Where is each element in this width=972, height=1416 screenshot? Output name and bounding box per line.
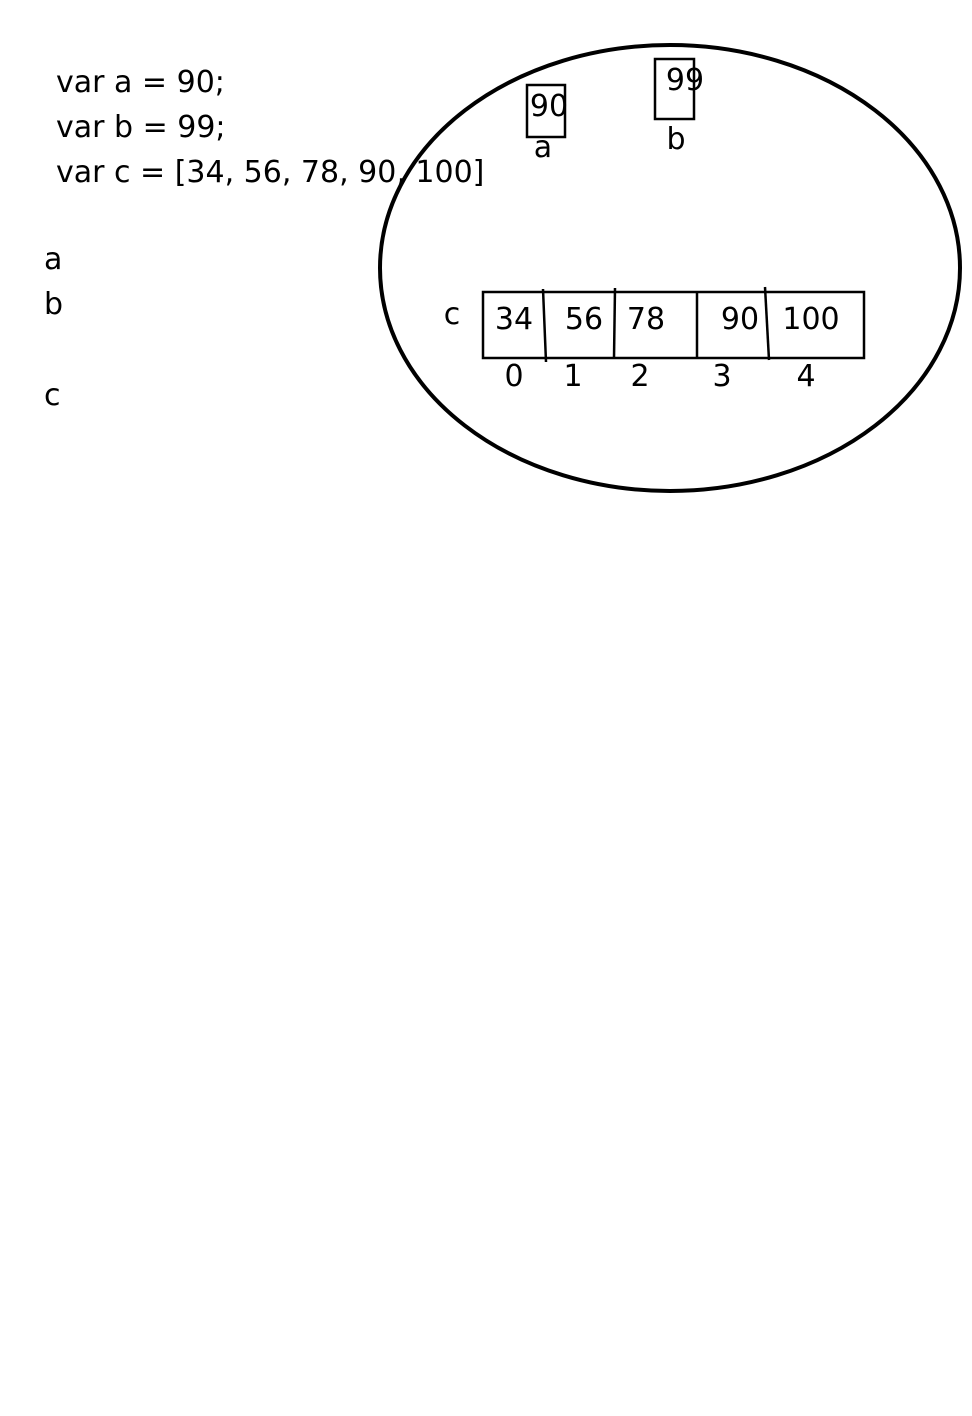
code-line-var-b: var b = 99; bbox=[56, 110, 226, 145]
array-divider-4 bbox=[763, 286, 771, 361]
side-label-b: b bbox=[44, 287, 64, 322]
array-c-label: c bbox=[444, 297, 461, 332]
var-b-value: 99 bbox=[666, 63, 704, 98]
array-index-1: 1 bbox=[563, 359, 582, 394]
var-a-value: 90 bbox=[530, 89, 568, 124]
array-divider-1 bbox=[541, 288, 548, 363]
array-value-3: 90 bbox=[721, 302, 759, 337]
var-a-box bbox=[525, 83, 567, 139]
var-b-name: b bbox=[666, 122, 685, 157]
array-index-4: 4 bbox=[796, 359, 815, 394]
code-line-var-c: var c = [34, 56, 78, 90, 100] bbox=[56, 155, 485, 190]
side-label-c: c bbox=[44, 378, 61, 413]
memory-diagram: 90 a 99 b c 34 56 78 90 100 0 1 2 3 4 bbox=[378, 43, 962, 493]
side-label-a: a bbox=[44, 242, 63, 277]
array-index-0: 0 bbox=[504, 359, 523, 394]
array-value-1: 56 bbox=[565, 302, 603, 337]
array-index-2: 2 bbox=[630, 359, 649, 394]
array-value-2: 78 bbox=[627, 302, 665, 337]
var-b-box bbox=[653, 57, 696, 121]
memory-ellipse bbox=[378, 43, 962, 493]
array-c-box bbox=[481, 290, 866, 360]
array-value-0: 34 bbox=[495, 302, 533, 337]
array-value-4: 100 bbox=[782, 302, 839, 337]
array-divider-2 bbox=[612, 287, 617, 359]
code-line-var-a: var a = 90; bbox=[56, 65, 225, 100]
var-a-name: a bbox=[534, 130, 552, 165]
array-index-3: 3 bbox=[712, 359, 731, 394]
